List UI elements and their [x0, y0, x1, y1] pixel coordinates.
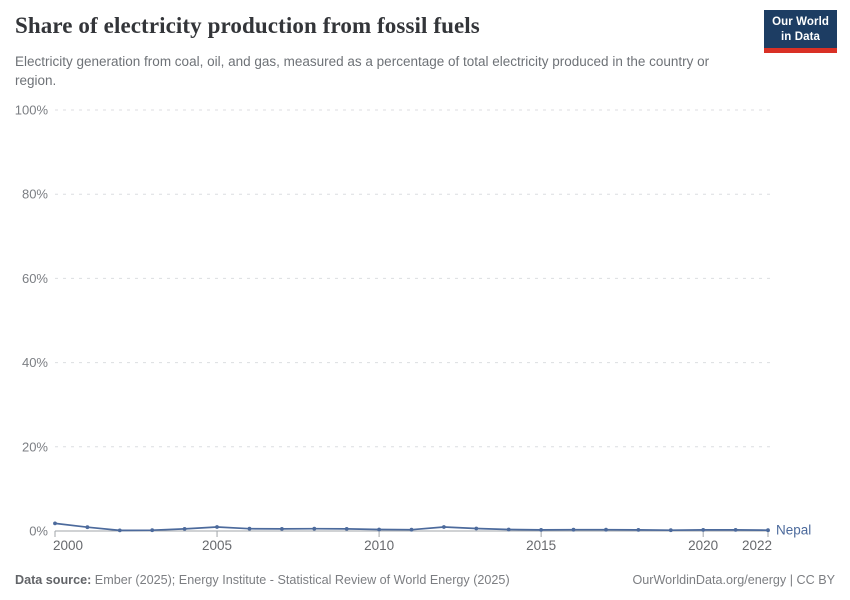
data-point[interactable] — [377, 527, 381, 532]
data-point[interactable] — [604, 527, 608, 532]
owid-logo-text-line1: Our World — [772, 16, 829, 28]
x-axis-tick-label: 2020 — [688, 538, 718, 553]
data-point[interactable] — [117, 528, 122, 533]
data-point[interactable] — [539, 528, 543, 532]
data-point[interactable] — [182, 527, 187, 531]
x-axis-tick-label: 2015 — [526, 538, 556, 553]
data-point[interactable] — [701, 528, 706, 532]
chart-subtitle: Electricity generation from coal, oil, a… — [15, 54, 710, 89]
data-point[interactable] — [766, 528, 770, 533]
data-point[interactable] — [474, 526, 479, 531]
data-point[interactable] — [668, 528, 673, 533]
data-point[interactable] — [53, 521, 57, 526]
data-point[interactable] — [442, 525, 446, 529]
chart-footer: Data source: Ember (2025); Energy Instit… — [15, 573, 835, 587]
data-source: Data source: Ember (2025); Energy Instit… — [15, 573, 510, 587]
y-axis-tick-label: 80% — [22, 187, 48, 202]
x-axis-tick-label: 2005 — [202, 538, 232, 553]
x-axis-tick-label: 2000 — [53, 538, 83, 553]
y-axis-tick-label: 0% — [29, 524, 48, 539]
y-axis-tick-label: 20% — [22, 439, 48, 454]
data-point[interactable] — [312, 526, 317, 531]
y-axis-tick-label: 40% — [22, 355, 48, 370]
series-label-nepal[interactable]: Nepal — [776, 523, 811, 538]
owid-logo[interactable]: Our World in Data — [764, 10, 837, 54]
data-point[interactable] — [215, 525, 219, 529]
data-point[interactable] — [344, 527, 349, 531]
data-point[interactable] — [506, 527, 511, 532]
data-source-label: Data source: — [15, 573, 92, 587]
x-axis-tick-label: 2010 — [364, 538, 394, 553]
y-axis-tick-label: 100% — [15, 103, 49, 118]
footer-credit-link[interactable]: OurWorldinData.org/energy | CC BY — [632, 573, 835, 587]
data-point[interactable] — [280, 527, 284, 531]
owid-logo-text-line2: in Data — [781, 30, 821, 43]
data-point[interactable] — [733, 528, 738, 532]
y-axis-tick-label: 60% — [22, 271, 48, 286]
data-point[interactable] — [247, 526, 252, 531]
data-point[interactable] — [571, 527, 576, 532]
x-axis-tick-label: 2022 — [742, 538, 772, 553]
data-source-text: Ember (2025); Energy Institute - Statist… — [94, 573, 510, 587]
data-point[interactable] — [409, 527, 414, 532]
chart-title: Share of electricity production from fos… — [15, 13, 480, 38]
data-point[interactable] — [636, 528, 641, 532]
data-point[interactable] — [85, 525, 90, 530]
data-point[interactable] — [150, 528, 155, 533]
